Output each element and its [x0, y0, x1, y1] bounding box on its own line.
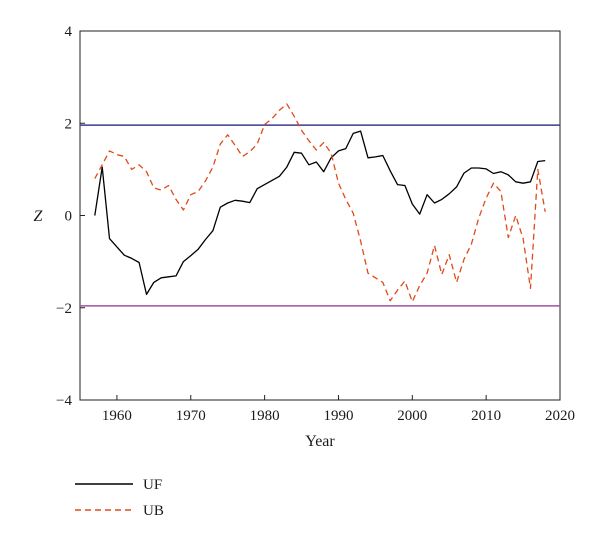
legend: UF UB [75, 477, 164, 519]
legend-label-ub: UB [143, 503, 164, 519]
x-tick-label: 1990 [323, 408, 353, 424]
y-tick-label: 0 [65, 209, 73, 225]
x-axis-ticks: 1960 1970 1980 1990 2000 2010 2020 [102, 395, 575, 424]
x-tick-label: 2010 [471, 408, 501, 424]
y-tick-label: −4 [56, 393, 72, 409]
reference-lines [80, 124, 560, 307]
legend-label-uf: UF [143, 477, 162, 493]
x-tick-label: 1970 [176, 408, 206, 424]
series-line-ub [94, 103, 546, 303]
y-axis-title: Z [34, 208, 44, 225]
series-line-uf [94, 130, 546, 296]
series-layer [94, 103, 546, 303]
plot-frame [79, 30, 561, 401]
y-tick-label: −2 [56, 301, 72, 317]
y-tick-label: 4 [65, 24, 73, 40]
x-tick-label: 2020 [545, 408, 575, 424]
y-axis-ticks: −4 −2 0 2 4 [56, 24, 85, 409]
x-tick-label: 1960 [102, 408, 132, 424]
x-tick-label: 1980 [250, 408, 280, 424]
x-axis-title: Year [305, 433, 335, 450]
x-tick-label: 2000 [397, 408, 427, 424]
y-tick-label: 2 [65, 116, 73, 132]
